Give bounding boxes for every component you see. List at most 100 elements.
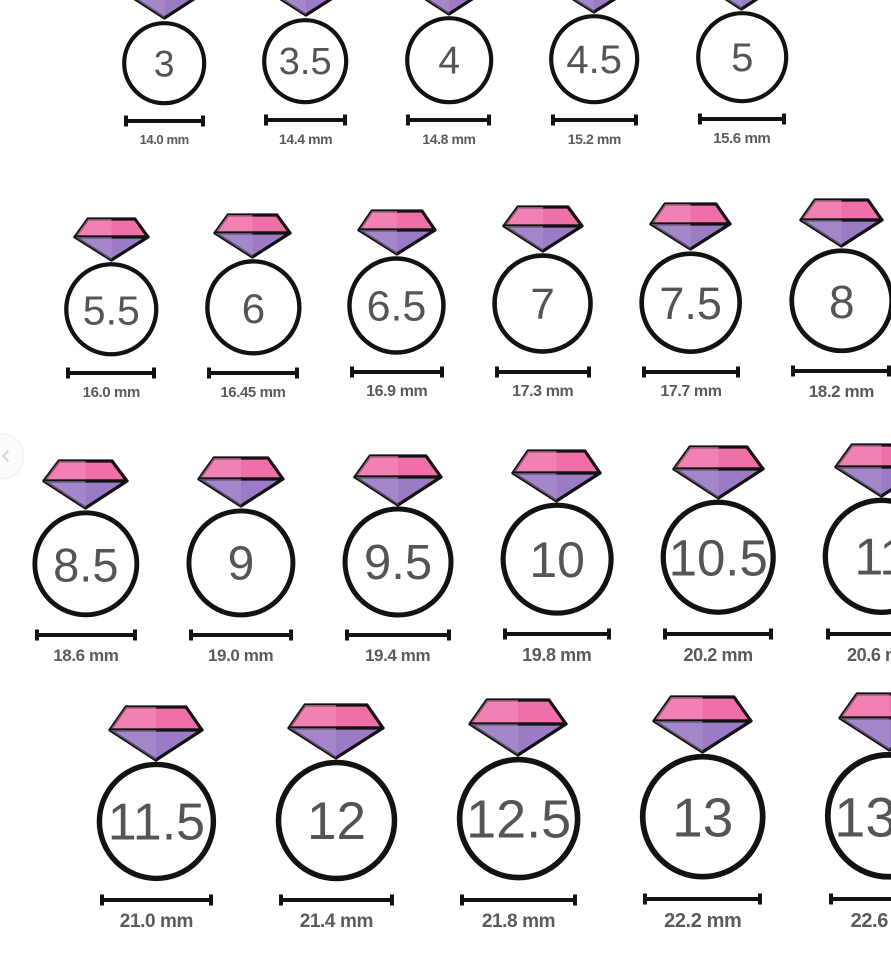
ring-size-value: 3 <box>154 44 175 85</box>
dimension-group: 19.4 mm <box>344 628 452 664</box>
ring-size-value: 13 <box>672 787 733 849</box>
dimension-bar <box>502 628 611 640</box>
dimension-bar <box>188 629 293 641</box>
dimension-group: 14.8 mm <box>405 113 492 146</box>
diameter-label: 14.8 mm <box>422 131 476 148</box>
diameter-label: 16.45 mm <box>220 383 286 401</box>
gem-icon <box>834 443 891 498</box>
ring-band-circle: 12.5 <box>456 757 581 881</box>
ring-size-item[interactable]: 13 22.2 mm <box>635 695 770 932</box>
ring-size-value: 13.5 <box>835 785 891 848</box>
dimension-bar <box>791 365 891 376</box>
ring-band-circle: 12 <box>275 759 398 881</box>
dimension-bar <box>825 628 891 640</box>
ring-size-item[interactable]: 6 16.45 mm <box>201 213 306 400</box>
ring-band-circle: 4 <box>404 16 494 105</box>
dimension-group: 18.2 mm <box>790 364 891 400</box>
diameter-label: 17.3 mm <box>512 382 574 400</box>
gem-icon <box>213 213 293 259</box>
gem-icon <box>838 692 891 752</box>
ring-size-item[interactable]: 9.5 19.4 mm <box>338 453 458 664</box>
dimension-group: 14.4 mm <box>263 113 348 146</box>
ring-size-item[interactable]: 8 18.2 mm <box>785 198 891 400</box>
ring-band-circle: 13.5 <box>825 751 891 880</box>
diameter-label: 14.4 mm <box>278 131 333 148</box>
ring-size-item[interactable]: 7 17.3 mm <box>488 205 597 399</box>
dimension-bar <box>206 367 299 378</box>
ring-size-value: 9 <box>227 537 254 590</box>
gem-icon <box>197 456 285 508</box>
dimension-group: 20.2 mm <box>662 627 774 664</box>
diameter-label: 18.2 mm <box>808 381 875 401</box>
ring-size-value: 12.5 <box>466 790 571 850</box>
dimension-bar <box>406 114 492 126</box>
ring-size-row: 8.5 18.6 mm 9 19.0 mm 9.5 19.4 mm 10 19.8 mm 10.… <box>28 443 891 664</box>
ring-size-item[interactable]: 11.5 21.0 mm <box>92 705 221 931</box>
ring-size-item[interactable]: 7.5 17.7 mm <box>635 202 746 399</box>
dimension-bar <box>66 367 157 378</box>
ring-size-item[interactable]: 10.5 20.2 mm <box>656 445 780 664</box>
ring-size-item[interactable]: 6.5 16.9 mm <box>343 208 450 400</box>
diameter-label: 14.0 mm <box>139 132 190 148</box>
ring-size-item[interactable]: 9 19.0 mm <box>182 456 300 664</box>
chevron-left-icon <box>2 450 9 462</box>
gem-icon <box>799 198 884 248</box>
ring-band-circle: 5 <box>695 11 788 104</box>
ring-size-value: 6 <box>241 285 264 332</box>
ring-size-value: 8 <box>829 276 855 328</box>
ring-size-item[interactable]: 13.5 22.6 mm <box>820 692 891 931</box>
ring-size-item[interactable]: 3.5 14.4 mm <box>258 0 352 146</box>
ring-band-circle: 13 <box>639 754 766 880</box>
dimension-group: 17.3 mm <box>494 365 592 400</box>
diameter-label: 20.2 mm <box>683 644 753 665</box>
ring-size-item[interactable]: 12 21.4 mm <box>271 702 402 931</box>
ring-size-value: 4.5 <box>567 38 623 82</box>
dimension-group: 14.0 mm <box>123 114 206 146</box>
gem-icon <box>468 698 569 757</box>
gem-icon <box>671 445 765 500</box>
diameter-label: 22.2 mm <box>664 909 742 932</box>
ring-size-item[interactable]: 3 14.0 mm <box>118 0 210 146</box>
ring-size-value: 3.5 <box>279 41 332 83</box>
ring-size-row: 5.5 16.0 mm 6 16.45 mm 6.5 16.9 mm 7 17.3 mm 7.5… <box>60 198 891 400</box>
gem-icon <box>73 217 150 262</box>
dimension-bar <box>641 366 740 377</box>
ring-size-item[interactable]: 11 20.6 mm <box>818 443 891 664</box>
gem-icon <box>652 695 753 754</box>
gem-icon <box>108 705 205 762</box>
ring-size-item[interactable]: 12.5 21.8 mm <box>452 698 585 931</box>
dimension-bar <box>344 629 451 641</box>
dimension-group: 21.4 mm <box>278 893 395 931</box>
dimension-group: 21.0 mm <box>99 893 214 931</box>
ring-size-item[interactable]: 5 15.6 mm <box>692 0 792 146</box>
gem-icon <box>424 0 474 16</box>
ring-size-value: 10 <box>529 532 585 588</box>
gem-icon <box>287 702 385 760</box>
dimension-group: 16.9 mm <box>349 365 445 400</box>
ring-size-item[interactable]: 4 14.8 mm <box>401 0 497 146</box>
ring-band-circle: 11 <box>822 497 891 615</box>
ring-size-value: 5 <box>731 36 753 80</box>
dimension-bar <box>99 894 213 906</box>
diameter-label: 22.6 mm <box>850 909 891 932</box>
dimension-bar <box>349 366 444 377</box>
ring-size-item[interactable]: 5.5 16.0 mm <box>60 217 163 400</box>
ring-band-circle: 11.5 <box>96 761 217 881</box>
ring-band-circle: 9 <box>186 508 296 618</box>
gem-icon <box>724 0 759 11</box>
gem-icon <box>502 205 584 253</box>
ring-size-item[interactable]: 8.5 18.6 mm <box>28 459 144 664</box>
dimension-group: 20.6 mm <box>825 627 891 664</box>
diameter-label: 16.9 mm <box>366 382 428 400</box>
dimension-group: 15.2 mm <box>550 113 639 146</box>
ring-size-row: 3 14.0 mm 3.5 14.4 mm 4 14.8 mm 4.5 15.2 mm 5 15.… <box>118 0 792 146</box>
ring-size-item[interactable]: 4.5 15.2 mm <box>545 0 643 146</box>
diameter-label: 18.6 mm <box>53 645 119 665</box>
ring-band-circle: 7 <box>492 253 594 355</box>
ring-band-circle: 7.5 <box>639 251 743 355</box>
ring-band-circle: 4.5 <box>549 14 640 105</box>
dimension-group: 19.0 mm <box>188 628 294 664</box>
ring-size-item[interactable]: 10 19.8 mm <box>496 449 618 664</box>
dimension-bar <box>459 894 577 906</box>
ring-size-value: 7 <box>531 280 555 329</box>
